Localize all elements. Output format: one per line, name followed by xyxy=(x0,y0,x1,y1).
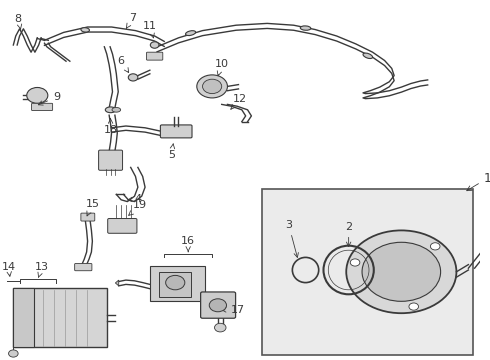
Text: 15: 15 xyxy=(85,199,99,216)
Circle shape xyxy=(197,75,227,98)
Circle shape xyxy=(350,259,360,266)
Text: 17: 17 xyxy=(221,305,245,315)
Ellipse shape xyxy=(186,31,196,36)
FancyBboxPatch shape xyxy=(108,219,137,233)
Circle shape xyxy=(209,299,226,312)
FancyBboxPatch shape xyxy=(81,213,95,221)
Text: 18: 18 xyxy=(103,119,118,135)
Text: 11: 11 xyxy=(143,21,157,38)
Ellipse shape xyxy=(363,53,372,59)
Ellipse shape xyxy=(150,42,159,48)
FancyBboxPatch shape xyxy=(74,264,92,271)
Polygon shape xyxy=(115,280,119,286)
Text: 7: 7 xyxy=(126,13,137,28)
Text: 8: 8 xyxy=(15,14,22,29)
FancyBboxPatch shape xyxy=(147,52,163,60)
Text: 19: 19 xyxy=(129,200,147,215)
Ellipse shape xyxy=(128,74,138,81)
Circle shape xyxy=(409,303,418,310)
Circle shape xyxy=(430,243,440,250)
Text: 4: 4 xyxy=(128,194,142,204)
Text: 5: 5 xyxy=(168,144,175,160)
Circle shape xyxy=(362,242,441,301)
Circle shape xyxy=(166,275,185,290)
Ellipse shape xyxy=(112,108,121,112)
Bar xyxy=(159,272,191,297)
Ellipse shape xyxy=(105,107,116,113)
Text: 3: 3 xyxy=(285,220,298,257)
Bar xyxy=(263,189,473,355)
FancyBboxPatch shape xyxy=(98,150,122,170)
Circle shape xyxy=(202,79,221,94)
Text: 13: 13 xyxy=(35,262,49,278)
Text: 10: 10 xyxy=(215,59,229,76)
Circle shape xyxy=(215,323,226,332)
Bar xyxy=(13,288,34,347)
Ellipse shape xyxy=(300,26,311,30)
Text: 1: 1 xyxy=(467,172,490,191)
Circle shape xyxy=(27,87,48,103)
Text: 16: 16 xyxy=(181,236,195,252)
Text: 12: 12 xyxy=(231,94,247,109)
Text: 6: 6 xyxy=(118,56,129,72)
FancyBboxPatch shape xyxy=(160,125,192,138)
Text: 14: 14 xyxy=(1,262,16,276)
Circle shape xyxy=(346,230,456,313)
Circle shape xyxy=(8,350,18,357)
Ellipse shape xyxy=(81,28,90,32)
Text: 9: 9 xyxy=(38,92,60,105)
Bar xyxy=(150,266,205,301)
Text: 2: 2 xyxy=(345,222,352,247)
FancyBboxPatch shape xyxy=(200,292,236,318)
Bar xyxy=(13,288,107,347)
FancyBboxPatch shape xyxy=(31,103,52,111)
